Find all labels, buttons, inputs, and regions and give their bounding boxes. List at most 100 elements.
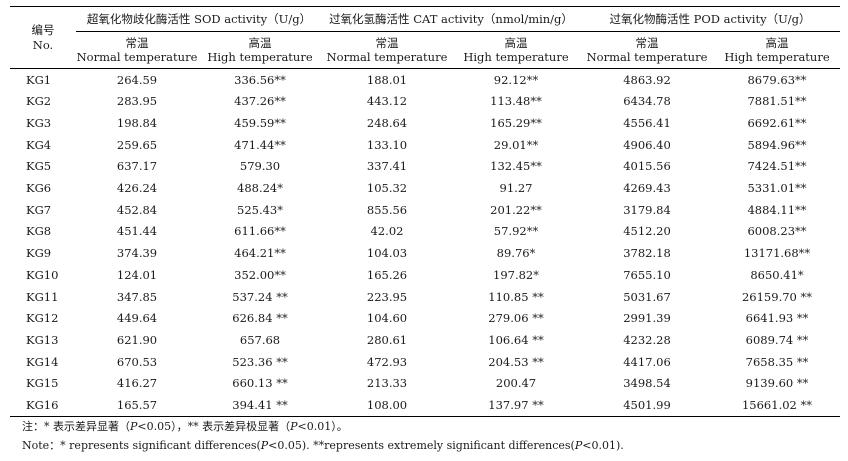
cat-high-cell: 197.82* — [493, 267, 539, 282]
cat-normal-cell: 188.01 — [366, 72, 408, 87]
sod-high-cell: 537.24 ** — [232, 289, 288, 304]
sod-high-cell: 660.13 ** — [232, 376, 288, 391]
table-row: KG13 621.90 657.68 280.61 106.64 ** 4232.28 60… — [10, 329, 840, 351]
table-row: KG4 259.65 471.44** 133.10 29.01** 4906.40 589… — [10, 134, 840, 156]
sample-id-cell: KG9 — [26, 246, 52, 261]
sod-high-cell: 657.68 — [239, 332, 281, 347]
pod-normal-cell: 4015.56 — [623, 159, 671, 174]
table-row: KG12 449.64 626.84 ** 104.60 279.06 ** 2991.3… — [10, 308, 840, 330]
note-en-part: <0.01). — [582, 439, 624, 452]
sod-normal-cell: 283.95 — [116, 94, 158, 109]
pod-normal-cell: 3782.18 — [623, 246, 671, 261]
sod-normal-cell: 259.65 — [116, 137, 158, 152]
sample-id-cell: KG8 — [26, 224, 52, 239]
cat-high-cell: 165.29** — [490, 116, 542, 131]
sod-high-header: 高温 High temperature — [198, 31, 322, 69]
pod-high-header: 高温 High temperature — [714, 31, 840, 69]
sample-id-cell: KG5 — [26, 159, 52, 174]
pod-high-cell: 15661.02 ** — [714, 394, 840, 418]
id-header-cn: 编号 — [31, 23, 55, 38]
sample-id-cell: KG7 — [26, 202, 52, 217]
sod-normal-header: 常温 Normal temperature — [76, 31, 198, 69]
enzyme-activity-table: 编号 No. 超氧化物歧化酶活性 SOD activity（U/g） 过氧化氢酶… — [10, 6, 840, 418]
sod-high-cell: 525.43* — [237, 202, 283, 217]
cat-normal-cell: 213.33 — [366, 376, 408, 391]
sod-header-en: SOD activity（U/g） — [194, 11, 312, 26]
sod-normal-cell: 198.84 — [116, 116, 158, 131]
sod-high-cell: 437.26** — [234, 94, 286, 109]
table-row: KG10 124.01 352.00** 165.26 197.82* 7655.10 86… — [10, 264, 840, 286]
cat-high-cell: 29.01** — [493, 137, 539, 152]
pod-normal-cell: 4417.06 — [623, 354, 671, 369]
cat-normal-cell: 42.02 — [370, 224, 404, 239]
note-en-p: P — [574, 439, 583, 452]
cat-header-cn: 过氧化氢酶活性 — [329, 11, 410, 26]
normal-label-cn: 常温 — [125, 35, 149, 50]
sod-normal-cell: 637.17 — [116, 159, 158, 174]
cat-high-cell: 113.48** — [490, 94, 542, 109]
table-row: KG9 374.39 464.21** 104.03 89.76* 3782.18 1317… — [10, 243, 840, 265]
pod-header-cn: 过氧化物酶活性 — [609, 11, 690, 26]
pod-high-cell: 5331.01** — [747, 181, 807, 196]
sample-id-cell: KG2 — [26, 94, 52, 109]
note-cn: 注：* 表示差异显著（P<0.05），** 表示差异极显著（P<0.01）。 — [22, 420, 348, 433]
cat-normal-cell: 104.60 — [366, 311, 408, 326]
sod-high-cell: 626.84 ** — [232, 311, 288, 326]
note-en-p: P — [260, 439, 269, 452]
pod-normal-cell: 4501.99 — [580, 394, 714, 418]
cat-normal-cell: 337.41 — [366, 159, 408, 174]
pod-header-en: POD activity（U/g） — [693, 11, 811, 26]
sample-id-cell: KG15 — [26, 376, 59, 391]
table-row: KG1 264.59 336.56** 188.01 92.12** 4863.92 867… — [10, 69, 840, 91]
high-label-en: High temperature — [463, 50, 569, 64]
sod-high-cell: 464.21** — [234, 246, 286, 261]
cat-high-cell: 137.97 ** — [452, 394, 580, 418]
note-cn-p: P — [290, 420, 298, 433]
sod-high-cell: 352.00** — [234, 267, 286, 282]
cat-high-cell: 200.47 — [495, 376, 537, 391]
cat-high-cell: 92.12** — [493, 72, 539, 87]
sod-normal-cell: 374.39 — [116, 246, 158, 261]
cat-normal-cell: 443.12 — [366, 94, 408, 109]
sod-high-cell: 579.30 — [239, 159, 281, 174]
cat-high-cell: 91.27 — [499, 181, 533, 196]
sod-normal-cell: 264.59 — [116, 72, 158, 87]
sod-high-cell: 471.44** — [234, 137, 286, 152]
high-label-cn: 高温 — [765, 35, 789, 50]
note-en: Note：* represents significant difference… — [22, 439, 624, 452]
pod-normal-cell: 4232.28 — [623, 332, 671, 347]
cat-normal-cell: 248.64 — [366, 116, 408, 131]
cat-high-cell: 201.22** — [490, 202, 542, 217]
sod-header-cn: 超氧化物歧化酶活性 — [86, 11, 191, 26]
high-label-cn: 高温 — [504, 35, 528, 50]
table-row: KG15 416.27 660.13 ** 213.33 200.47 3498.54 91… — [10, 373, 840, 395]
high-label-cn: 高温 — [248, 35, 272, 50]
pod-high-cell: 6008.23** — [747, 224, 807, 239]
table-row: KG2 283.95 437.26** 443.12 113.48** 6434.78 78… — [10, 91, 840, 113]
normal-label-cn: 常温 — [375, 35, 399, 50]
table-row: KG7 452.84 525.43* 855.56 201.22** 3179.84 488… — [10, 199, 840, 221]
pod-high-cell: 8650.41* — [750, 267, 804, 282]
normal-label-en: Normal temperature — [326, 50, 448, 64]
cat-high-cell: 279.06 ** — [488, 311, 544, 326]
pod-high-cell: 6692.61** — [747, 116, 807, 131]
high-label-en: High temperature — [207, 50, 313, 64]
cat-normal-cell: 472.93 — [366, 354, 408, 369]
sample-id-cell: KG12 — [26, 311, 59, 326]
cat-normal-cell: 105.32 — [366, 181, 408, 196]
sod-normal-cell: 670.53 — [116, 354, 158, 369]
pod-high-cell: 6641.93 ** — [745, 311, 809, 326]
pod-high-cell: 7424.51** — [747, 159, 807, 174]
sample-id-cell: KG11 — [26, 289, 59, 304]
note-cn-part: 注：* 表示差异显著（ — [22, 420, 130, 433]
sod-high-cell: 488.24* — [237, 181, 283, 196]
note-cn-part: <0.05），** 表示差异极显著（ — [137, 420, 291, 433]
pod-normal-cell: 2991.39 — [623, 311, 671, 326]
sample-id-cell: KG13 — [26, 332, 59, 347]
cat-high-header: 高温 High temperature — [452, 31, 580, 69]
pod-high-cell: 8679.63** — [747, 72, 807, 87]
sample-id-cell: KG14 — [26, 354, 59, 369]
note-en-part: <0.05). **represents extremely significa… — [268, 439, 575, 452]
pod-high-cell: 13171.68** — [743, 246, 811, 261]
